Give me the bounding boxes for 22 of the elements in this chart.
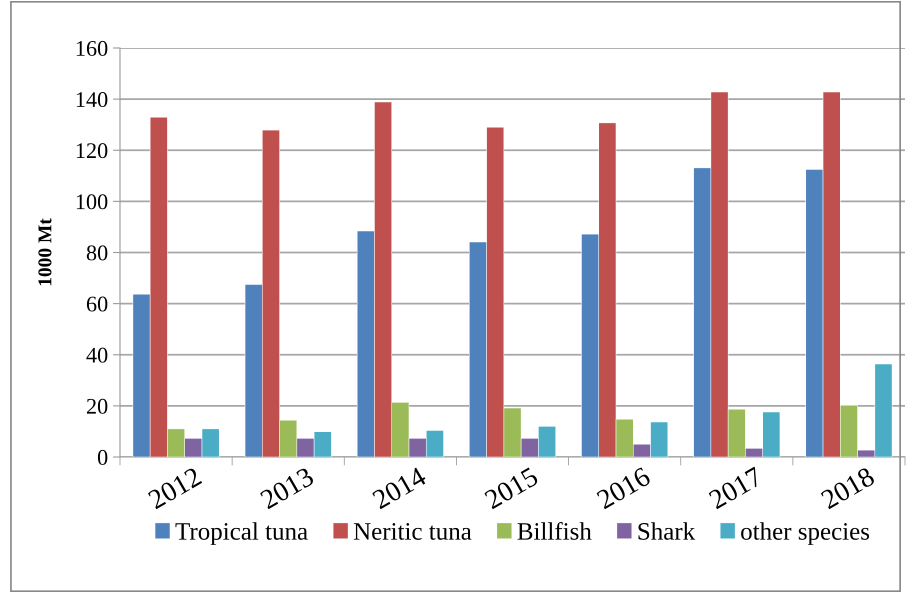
y-axis-title: 1000 Mt [38, 218, 52, 286]
y-tick-label: 20 [86, 398, 108, 414]
x-tick-label: 2018 [820, 466, 876, 510]
y-tick-label: 80 [86, 245, 108, 260]
y-tick-label: 160 [76, 40, 108, 56]
x-tick-label: 2012 [147, 466, 202, 510]
legend-label: Billfish [518, 522, 592, 540]
x-tick-label: 2017 [708, 466, 764, 510]
y-tick-label: 100 [76, 194, 108, 210]
y-tick-label: 60 [86, 296, 108, 312]
x-tick-label: 2014 [371, 466, 428, 510]
x-tick-label: 2015 [484, 466, 540, 510]
y-tick-label: 140 [76, 92, 108, 108]
legend-label: Neritic tuna [354, 523, 472, 540]
x-tick-label: 2016 [596, 466, 652, 510]
legend-label: Tropical tuna [175, 522, 308, 545]
x-tick-label: 2013 [259, 466, 315, 510]
y-tick-label: 120 [76, 143, 108, 158]
y-tick-label: 40 [86, 348, 108, 363]
legend-label: other species [741, 522, 870, 545]
y-tick-label: 0 [98, 450, 108, 465]
legend-label: Shark [638, 522, 696, 540]
